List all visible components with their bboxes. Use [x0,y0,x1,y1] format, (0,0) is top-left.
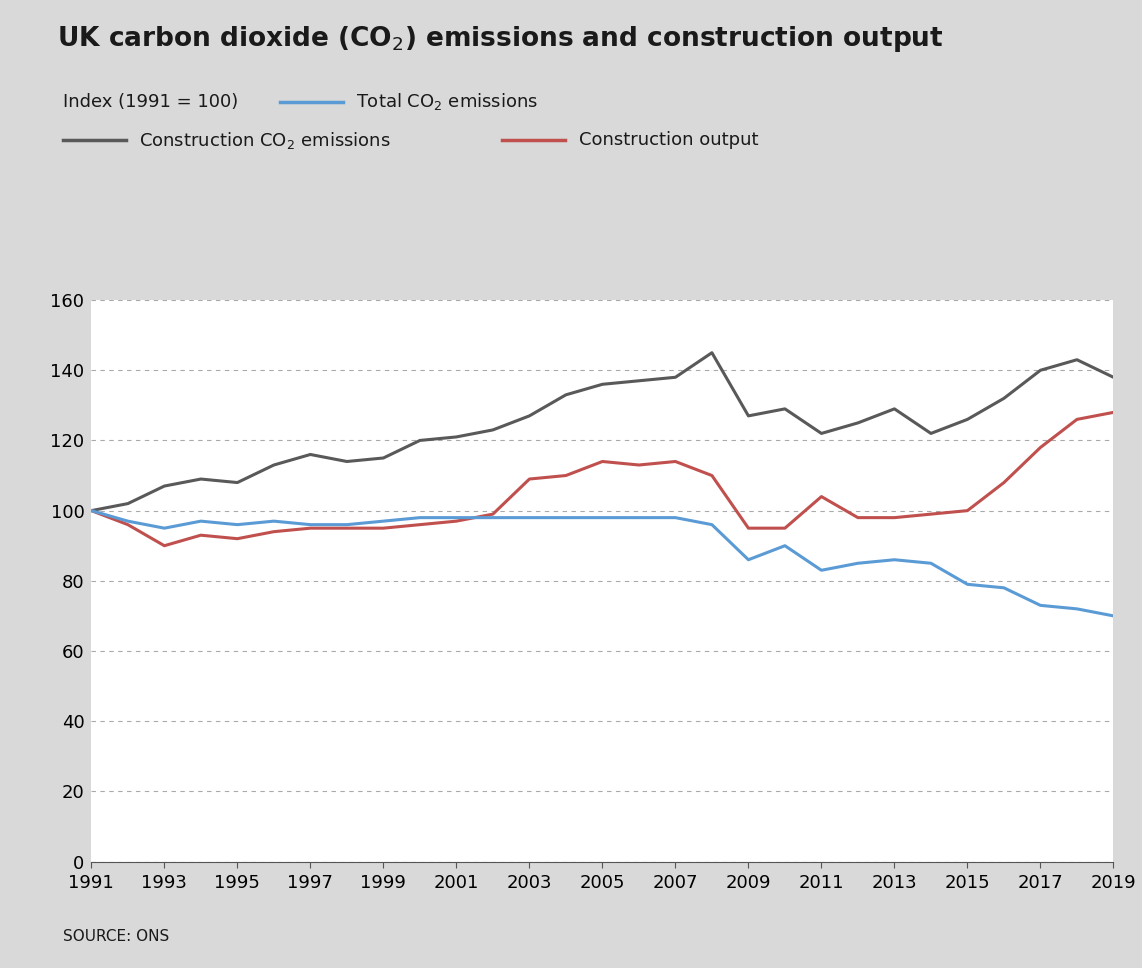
Text: Construction output: Construction output [579,132,758,149]
Text: Total CO$_2$ emissions: Total CO$_2$ emissions [356,91,539,112]
Text: Construction CO$_2$ emissions: Construction CO$_2$ emissions [139,130,391,151]
Text: UK carbon dioxide (CO$_2$) emissions and construction output: UK carbon dioxide (CO$_2$) emissions and… [57,24,943,54]
Text: SOURCE: ONS: SOURCE: ONS [63,929,169,944]
Text: Index (1991 = 100): Index (1991 = 100) [63,93,238,110]
